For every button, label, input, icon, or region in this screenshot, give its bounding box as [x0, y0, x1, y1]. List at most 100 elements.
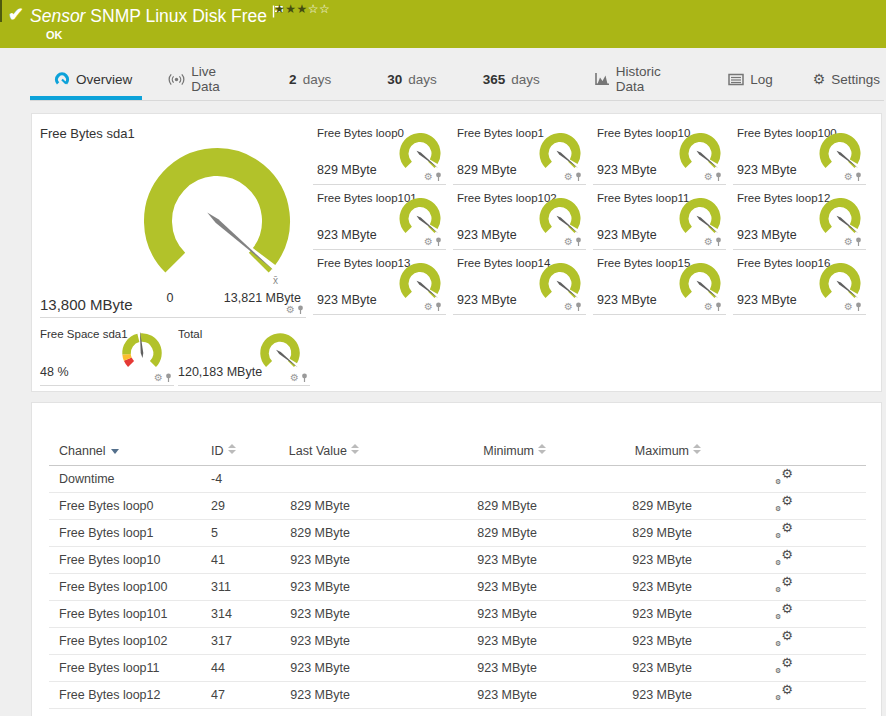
gauge-actions: ⚙ [564, 237, 582, 247]
channel-settings-icon[interactable]: ⚙⚙ [775, 686, 792, 701]
column-header-minimum[interactable]: Minimum [359, 437, 546, 465]
gauge-cell-free-bytes-loop1[interactable]: Free Bytes loop1829 MByte⚙ [453, 120, 586, 185]
column-header-channel[interactable]: Channel [49, 437, 201, 465]
channel-settings-icon[interactable]: ⚙⚙ [775, 524, 792, 539]
pin-icon[interactable] [575, 237, 582, 247]
cell-minimum: 923 MByte [359, 600, 546, 627]
gauge-actions: ⚙ [704, 172, 722, 182]
pin-icon[interactable] [435, 172, 442, 182]
star-filled-icon[interactable]: ★ [285, 2, 296, 16]
gauge-gear-icon[interactable]: ⚙ [290, 373, 299, 383]
channel-settings-icon[interactable]: ⚙⚙ [775, 578, 792, 593]
gauge-avg-marker: x̄ [273, 275, 278, 286]
tab-30-days[interactable]: 30days [383, 62, 441, 100]
tab-log[interactable]: Log [724, 62, 777, 100]
channel-settings-icon[interactable]: ⚙⚙ [775, 551, 792, 566]
priority-stars[interactable]: ★★★☆☆ [274, 2, 330, 16]
pin-icon[interactable] [301, 373, 308, 383]
table-row: Downtime-4⚙⚙ [49, 465, 866, 492]
cell-minimum: 923 MByte [359, 573, 546, 600]
pin-icon[interactable] [855, 237, 862, 247]
cell-channel[interactable]: Free Bytes loop1 [49, 519, 201, 546]
pin-icon[interactable] [855, 172, 862, 182]
gauge-actions: ⚙ [844, 302, 862, 312]
tab-historic-data[interactable]: Historic Data [590, 62, 688, 100]
gauge-gear-icon[interactable]: ⚙ [844, 302, 853, 312]
channel-settings-icon[interactable]: ⚙⚙ [775, 605, 792, 620]
cell-channel[interactable]: Free Bytes loop12 [49, 681, 201, 708]
sort-desc-icon [111, 449, 119, 454]
channel-settings-icon[interactable]: ⚙⚙ [775, 659, 792, 674]
gauge-cell-free-bytes-loop11[interactable]: Free Bytes loop11923 MByte⚙ [593, 185, 726, 250]
pin-icon[interactable] [715, 237, 722, 247]
gauge-cell-free-bytes-loop12[interactable]: Free Bytes loop12923 MByte⚙ [733, 185, 866, 250]
cell-channel[interactable]: Free Bytes loop102 [49, 627, 201, 654]
table-row: Free Bytes loop1041923 MByte923 MByte923… [49, 546, 866, 573]
column-header-last-value[interactable]: Last Value [251, 437, 359, 465]
star-filled-icon[interactable]: ★ [274, 2, 285, 16]
channel-settings-icon[interactable]: ⚙⚙ [775, 497, 792, 512]
gauge-gear-icon[interactable]: ⚙ [844, 237, 853, 247]
table-row: Free Bytes loop102317923 MByte923 MByte9… [49, 627, 866, 654]
gauge-gear-icon[interactable]: ⚙ [424, 237, 433, 247]
gauge-cell-free-bytes-loop14[interactable]: Free Bytes loop14923 MByte⚙ [453, 250, 586, 315]
gauge-title: Free Bytes loop1 [457, 127, 544, 139]
pin-icon[interactable] [575, 302, 582, 312]
cell-channel[interactable]: Free Bytes loop101 [49, 600, 201, 627]
cell-last-value: 923 MByte [251, 546, 359, 573]
tab-2-days[interactable]: 2days [285, 62, 335, 100]
cell-channel[interactable]: Free Bytes loop100 [49, 573, 201, 600]
gauge-title: Total [178, 328, 202, 340]
gauge-gear-icon[interactable]: ⚙ [844, 172, 853, 182]
cell-channel[interactable]: Free Bytes loop0 [49, 492, 201, 519]
channel-settings-icon[interactable]: ⚙⚙ [775, 470, 792, 485]
pin-icon[interactable] [165, 373, 172, 383]
gauge-gear-icon[interactable]: ⚙ [564, 172, 573, 182]
gauge-gear-icon[interactable]: ⚙ [704, 237, 713, 247]
cell-channel[interactable]: Free Bytes loop11 [49, 654, 201, 681]
gauge-gear-icon[interactable]: ⚙ [704, 172, 713, 182]
gauge-cell-free-bytes-loop16[interactable]: Free Bytes loop16923 MByte⚙ [733, 250, 866, 315]
gauge-gear-icon[interactable]: ⚙ [154, 373, 163, 383]
gauge-cell-free-bytes-loop102[interactable]: Free Bytes loop102923 MByte⚙ [453, 185, 586, 250]
pin-icon[interactable] [435, 302, 442, 312]
tab-settings[interactable]: ⚙Settings [809, 62, 884, 100]
gauge-cell-free-bytes-loop101[interactable]: Free Bytes loop101923 MByte⚙ [313, 185, 446, 250]
gauge-total-cell[interactable]: Total120,183 MByte⚙ [178, 326, 310, 386]
gauge-gear-icon[interactable]: ⚙ [704, 302, 713, 312]
tab-365-days[interactable]: 365days [479, 62, 544, 100]
table-row: Free Bytes loop101314923 MByte923 MByte9… [49, 600, 866, 627]
gauge-main-cell[interactable]: Free Bytes sda1 0 13,821 MByte x̄ 13,800… [40, 122, 306, 318]
gauge-gear-icon[interactable]: ⚙ [286, 305, 295, 315]
pin-icon[interactable] [435, 237, 442, 247]
gauge-gear-icon[interactable]: ⚙ [424, 172, 433, 182]
star-filled-icon[interactable]: ★ [297, 2, 308, 16]
channel-settings-icon[interactable]: ⚙⚙ [775, 632, 792, 647]
tab-live-data[interactable]: Live Data [164, 62, 245, 100]
column-header-id[interactable]: ID [201, 437, 251, 465]
pin-icon[interactable] [855, 302, 862, 312]
pin-icon[interactable] [575, 172, 582, 182]
pin-icon[interactable] [297, 305, 304, 315]
gauge-cell-free-bytes-loop13[interactable]: Free Bytes loop13923 MByte⚙ [313, 250, 446, 315]
cell-channel[interactable]: Free Bytes loop10 [49, 546, 201, 573]
gauge-freespace-cell[interactable]: Free Space sda148 %⚙ [40, 326, 174, 386]
cell-channel[interactable]: Downtime [49, 465, 201, 492]
star-empty-icon[interactable]: ☆ [308, 2, 319, 16]
pin-icon[interactable] [715, 172, 722, 182]
gauge-cell-free-bytes-loop15[interactable]: Free Bytes loop15923 MByte⚙ [593, 250, 726, 315]
gauge-cell-free-bytes-loop100[interactable]: Free Bytes loop100923 MByte⚙ [733, 120, 866, 185]
gauge-gear-icon[interactable]: ⚙ [424, 302, 433, 312]
edge-sliver [0, 0, 2, 22]
gauge-cell-free-bytes-loop0[interactable]: Free Bytes loop0829 MByte⚙ [313, 120, 446, 185]
gauge-gear-icon[interactable]: ⚙ [564, 302, 573, 312]
gauge-gear-icon[interactable]: ⚙ [564, 237, 573, 247]
gauge-main [66, 136, 306, 304]
gauge-value: 923 MByte [597, 293, 657, 307]
tab-overview[interactable]: Overview [30, 62, 142, 100]
column-header-maximum[interactable]: Maximum [546, 437, 701, 465]
gauge-cell-free-bytes-loop10[interactable]: Free Bytes loop10923 MByte⚙ [593, 120, 726, 185]
table-row: Free Bytes loop15829 MByte829 MByte829 M… [49, 519, 866, 546]
pin-icon[interactable] [715, 302, 722, 312]
star-empty-icon[interactable]: ☆ [319, 2, 330, 16]
